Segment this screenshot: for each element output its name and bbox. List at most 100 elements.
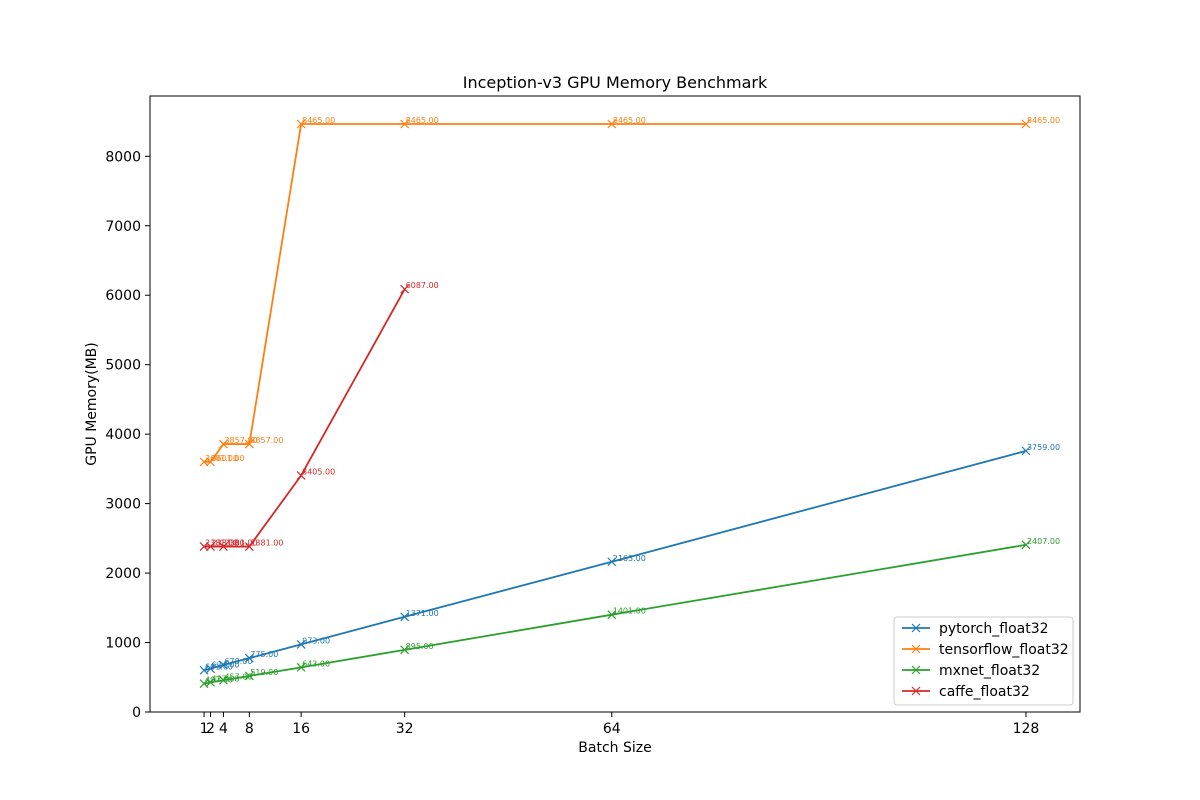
y-axis-label: GPU Memory(MB) (84, 342, 100, 466)
x-tick-label: 4 (219, 721, 228, 737)
data-label: 3601.00 (212, 454, 245, 463)
data-label: 1371.00 (406, 609, 439, 618)
data-label: 8465.00 (406, 116, 439, 125)
data-label: 3857.00 (224, 436, 257, 445)
data-label: 643.00 (302, 659, 330, 668)
data-point (219, 439, 228, 449)
data-point (607, 119, 617, 129)
data-point (244, 671, 254, 681)
x-tick-label: 16 (292, 721, 310, 737)
legend-label: pytorch_float32 (939, 621, 1049, 637)
data-point (244, 653, 254, 663)
data-point (296, 662, 306, 672)
y-axis: 0 1000 2000 3000 4000 5000 6000 7000 8000 (105, 149, 150, 721)
data-label: 624.00 (212, 661, 240, 670)
x-tick-label: 64 (603, 721, 621, 737)
legend-entry: caffe_float32 (902, 684, 1030, 700)
data-label: 678.00 (224, 657, 252, 666)
data-label: 8465.00 (613, 116, 646, 125)
legend-label: caffe_float32 (939, 684, 1030, 700)
x-tick-label: 128 (1013, 721, 1040, 737)
x-axis: 12 4 8 16 32 64 128 (200, 712, 1040, 737)
data-point (206, 664, 215, 674)
data-point (206, 677, 215, 687)
x-tick-label: 8 (245, 721, 254, 737)
data-point (219, 542, 228, 552)
data-point (1021, 446, 1031, 456)
series-line (203, 543, 1027, 685)
data-point (219, 675, 228, 685)
data-label: 2407.00 (1027, 537, 1060, 546)
data-label: 601.00 (205, 662, 233, 671)
series-caffe_float32: 2381.002381.002381.002381.003405.006087.… (199, 281, 439, 552)
data-point (1021, 119, 1031, 129)
y-tick-label: 6000 (105, 288, 141, 304)
chart-title: Inception-v3 GPU Memory Benchmark (463, 73, 768, 92)
legend-box (893, 616, 1074, 706)
data-label: 407.00 (205, 676, 233, 685)
legend: pytorch_float32 tensorflow_float32 mxnet_f… (893, 616, 1074, 706)
data-point (206, 542, 215, 552)
data-point (244, 439, 254, 449)
series-line (204, 288, 406, 548)
data-point (607, 610, 617, 620)
y-tick-label: 7000 (105, 219, 141, 235)
data-point (1021, 540, 1031, 550)
data-point (199, 665, 209, 675)
legend-label: mxnet_float32 (939, 663, 1040, 679)
data-label: 775.00 (250, 650, 278, 659)
data-label: 2381.00 (250, 539, 283, 548)
data-label: 2381.00 (205, 539, 238, 548)
data-label: 1401.00 (613, 607, 646, 616)
y-tick-label: 2000 (105, 566, 141, 582)
legend-marker (911, 686, 921, 696)
data-label: 2381.00 (212, 539, 245, 548)
data-point (199, 542, 209, 552)
data-point (607, 557, 617, 567)
data-point (296, 639, 306, 649)
data-label: 8465.00 (1027, 116, 1060, 125)
data-label: 973.00 (302, 636, 330, 645)
legend-label: tensorflow_float32 (939, 642, 1069, 658)
data-point (244, 542, 254, 552)
y-tick-label: 8000 (105, 149, 141, 165)
legend-entry: mxnet_float32 (902, 663, 1040, 679)
data-point (206, 457, 215, 467)
y-tick-label: 4000 (105, 427, 141, 443)
series-line (203, 450, 1027, 672)
y-tick-label: 1000 (105, 636, 141, 652)
y-tick-label: 5000 (105, 358, 141, 374)
legend-entry: tensorflow_float32 (902, 642, 1069, 658)
y-tick-label: 0 (132, 705, 141, 721)
data-point (400, 284, 410, 294)
series-mxnet_float32: 407.00427.00457.00519.00643.00895.001401… (199, 537, 1060, 689)
y-tick-label: 3000 (105, 497, 141, 513)
legend-marker (911, 644, 921, 654)
data-label: 519.00 (250, 668, 278, 677)
data-label: 3857.00 (250, 436, 283, 445)
data-point (400, 645, 410, 655)
x-tick-label: 1 (200, 721, 209, 737)
x-axis-label: Batch Size (578, 740, 651, 756)
data-label: 3405.00 (302, 467, 335, 476)
data-label: 8465.00 (302, 116, 335, 125)
legend-entry: pytorch_float32 (902, 621, 1049, 637)
data-point (400, 612, 410, 622)
data-point (296, 471, 306, 480)
data-label: 2163.00 (613, 554, 646, 563)
data-point (296, 119, 306, 129)
legend-marker (911, 623, 921, 633)
data-label: 3759.00 (1027, 443, 1060, 452)
data-label: 6087.00 (406, 281, 439, 290)
data-label: 3601.00 (205, 454, 238, 463)
data-point (199, 457, 209, 467)
data-label: 2381.00 (224, 539, 257, 548)
x-tick-label: 2 (206, 721, 215, 737)
data-label: 895.00 (406, 642, 434, 651)
x-tick-label: 32 (396, 721, 414, 737)
data-point (400, 119, 410, 129)
data-point (219, 660, 228, 670)
